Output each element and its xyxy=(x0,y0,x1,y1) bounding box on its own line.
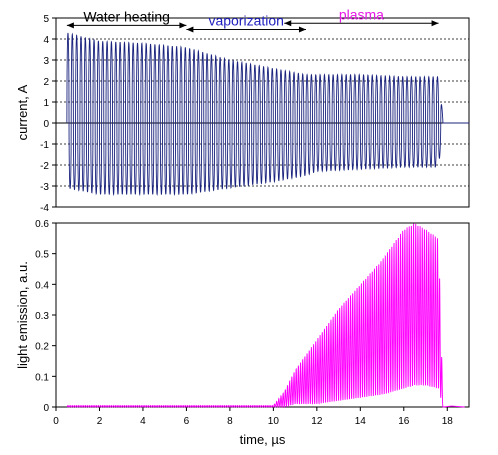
top-y-tick-label: -4 xyxy=(40,203,49,214)
bottom-y-tick-label: 0.5 xyxy=(35,250,49,261)
light-emission-waveform xyxy=(66,223,465,409)
bottom-x-tick-label: 0 xyxy=(53,416,59,427)
bottom-x-tick-label: 2 xyxy=(97,416,103,427)
bottom-x-tick-label: 8 xyxy=(227,416,233,427)
bottom-y-tick-label: 0.6 xyxy=(35,219,49,230)
top-y-axis-label: current, A xyxy=(15,84,30,140)
bottom-x-tick-label: 14 xyxy=(355,416,367,427)
phase-label: Water heating xyxy=(83,8,170,24)
top-y-tick-label: 2 xyxy=(43,77,49,88)
bottom-x-tick-label: 18 xyxy=(442,416,454,427)
current-panel: -4 -3 -2 -1 0 1 2 3 4 5 Water heating vaporization p… xyxy=(15,6,470,214)
bottom-x-tick-label: 16 xyxy=(398,416,410,427)
bottom-x-tick-label: 10 xyxy=(268,416,280,427)
phase-label: vaporization xyxy=(208,13,284,29)
top-y-tick-label: 5 xyxy=(43,14,49,25)
phase-arrow-head-right xyxy=(431,20,439,27)
top-y-tick-label: 4 xyxy=(43,35,49,46)
top-y-tick-label: -2 xyxy=(40,161,49,172)
top-plot-frame xyxy=(55,17,470,208)
bottom-y-tick-label: 0.1 xyxy=(35,372,49,383)
phase-label: plasma xyxy=(339,6,384,22)
light-emission-panel: 0 0.1 0.2 0.3 0.4 0.5 0.6 0 2 4 6 8 10 12 14 16 18 light … xyxy=(15,219,470,447)
bottom-y-tick-label: 0 xyxy=(43,403,49,414)
x-axis-label: time, µs xyxy=(240,432,286,447)
current-waveform xyxy=(66,32,469,197)
bottom-y-tick-label: 0.2 xyxy=(35,342,49,353)
top-y-tick-label: 3 xyxy=(43,56,49,67)
bottom-y-tick-label: 0.3 xyxy=(35,311,49,322)
bottom-x-tick-label: 6 xyxy=(184,416,190,427)
phase-arrow-head-right xyxy=(298,26,306,33)
phase-arrow-head-left xyxy=(284,20,292,27)
bottom-y-axis-label: light emission, a.u. xyxy=(15,261,30,369)
top-y-tick-label: 1 xyxy=(43,98,49,109)
top-y-tick-label: 0 xyxy=(43,119,49,130)
phase-arrow-head-right xyxy=(179,22,187,29)
bottom-x-tick-label: 12 xyxy=(311,416,323,427)
phase-arrow-head-left xyxy=(186,26,194,33)
phase-arrow-head-left xyxy=(66,22,74,29)
bottom-x-tick-label: 4 xyxy=(140,416,146,427)
bottom-y-tick-label: 0.4 xyxy=(35,280,49,291)
top-y-tick-label: -3 xyxy=(40,182,49,193)
top-y-tick-label: -1 xyxy=(40,140,49,151)
